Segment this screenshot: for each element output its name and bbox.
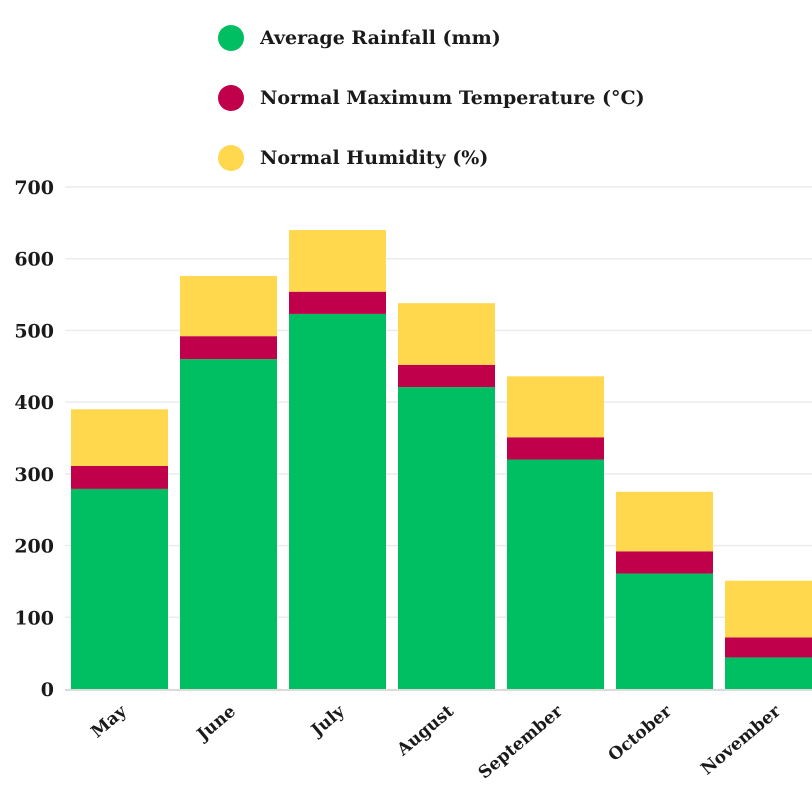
bar-august-series-0 xyxy=(398,387,495,689)
bar-july-series-2 xyxy=(289,230,386,292)
x-axis: May June July August September October Novembe… xyxy=(87,701,785,783)
x-tick-label: September xyxy=(475,701,568,783)
bar-november-series-1 xyxy=(725,637,812,658)
x-tick-label: November xyxy=(697,701,785,779)
y-tick-label: 100 xyxy=(14,607,54,629)
legend-swatch-rainfall xyxy=(218,25,244,51)
y-tick-label: 0 xyxy=(41,679,54,701)
y-tick-label: 300 xyxy=(14,464,54,486)
legend-label-humidity: Normal Humidity (%) xyxy=(260,147,489,169)
chart-legend: Average Rainfall (mm) Normal Maximum Tem… xyxy=(218,8,645,188)
x-tick-label: August xyxy=(393,701,458,760)
bar-june-series-1 xyxy=(180,336,277,360)
bar-november-series-0 xyxy=(725,657,812,689)
y-tick-label: 200 xyxy=(14,536,54,558)
bar-october-series-1 xyxy=(616,551,713,574)
bar-august-series-1 xyxy=(398,364,495,388)
legend-swatch-humidity xyxy=(218,145,244,171)
y-tick-label: 600 xyxy=(14,249,54,271)
bar-september-series-2 xyxy=(507,376,604,438)
bar-november-series-2 xyxy=(725,580,812,638)
legend-swatch-temperature xyxy=(218,85,244,111)
legend-item-humidity: Normal Humidity (%) xyxy=(218,128,645,188)
bar-october-series-2 xyxy=(616,491,713,552)
bar-may-series-0 xyxy=(71,488,168,689)
bar-october-series-0 xyxy=(616,573,713,689)
y-axis: 0 100 200 300 400 500 600 700 xyxy=(14,177,54,701)
x-tick-label: June xyxy=(192,701,240,746)
bar-may-series-2 xyxy=(71,409,168,466)
bar-september-series-1 xyxy=(507,437,604,460)
x-tick-label: July xyxy=(306,701,349,742)
x-tick-label: October xyxy=(605,701,677,766)
x-tick-label: May xyxy=(87,701,131,743)
y-tick-label: 700 xyxy=(14,177,54,199)
bar-september-series-0 xyxy=(507,459,604,689)
bar-june-series-2 xyxy=(180,275,277,337)
bar-june-series-0 xyxy=(180,359,277,689)
bar-may-series-1 xyxy=(71,465,168,489)
legend-label-rainfall: Average Rainfall (mm) xyxy=(260,27,501,49)
bar-july-series-1 xyxy=(289,291,386,314)
legend-item-rainfall: Average Rainfall (mm) xyxy=(218,8,645,68)
bar-july-series-0 xyxy=(289,313,386,689)
bar-august-series-2 xyxy=(398,303,495,365)
y-tick-label: 400 xyxy=(14,392,54,414)
bars xyxy=(71,230,812,689)
y-tick-label: 500 xyxy=(14,320,54,342)
legend-item-temperature: Normal Maximum Temperature (°C) xyxy=(218,68,645,128)
legend-label-temperature: Normal Maximum Temperature (°C) xyxy=(260,87,645,109)
